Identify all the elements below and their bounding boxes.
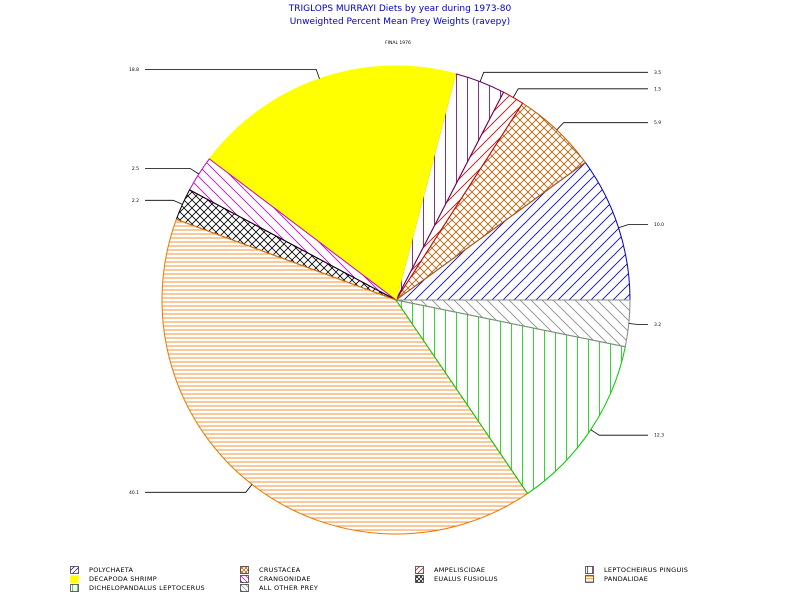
leader-line bbox=[628, 323, 648, 325]
legend-label: DICHELOPANDALUS LEPTOCERUS bbox=[89, 584, 205, 592]
legend-label: EUALUS FUSIOLUS bbox=[434, 575, 498, 583]
leader-line bbox=[556, 122, 648, 131]
legend-swatch bbox=[240, 584, 249, 592]
leader-line bbox=[145, 168, 200, 175]
year-label: FINAL 1976 bbox=[385, 40, 411, 46]
value-label: 10.0 bbox=[654, 222, 664, 228]
leader-line bbox=[590, 429, 648, 436]
legend-swatch bbox=[240, 566, 249, 574]
leader-line bbox=[479, 71, 648, 82]
pie-slice-dichelopandalus-leptocerus bbox=[394, 299, 626, 495]
legend-swatch bbox=[415, 566, 424, 574]
title-block: TRIGLOPS MURRAYI Diets by year during 19… bbox=[0, 3, 800, 29]
value-label: 12.3 bbox=[654, 433, 664, 439]
legend-swatch bbox=[585, 566, 594, 574]
pie-slices bbox=[161, 65, 631, 535]
legend-swatch bbox=[70, 566, 79, 574]
legend-label: POLYCHAETA bbox=[89, 566, 134, 574]
legend-label: AMPELISCIDAE bbox=[434, 566, 486, 574]
value-label: 3.2 bbox=[654, 322, 661, 328]
legend-label: PANDALIDAE bbox=[604, 575, 649, 583]
legend-swatch bbox=[585, 575, 594, 583]
leader-line bbox=[618, 224, 648, 229]
leader-line bbox=[145, 199, 183, 205]
legend-label: CRUSTACEA bbox=[259, 566, 301, 574]
chart-title: TRIGLOPS MURRAYI Diets by year during 19… bbox=[288, 4, 512, 14]
value-labels: 10.0 5.9 1.5 3.5 18.8 2.5 2.2 40.1 12.3 3.2 bbox=[129, 67, 664, 496]
value-label: 2.5 bbox=[132, 166, 139, 172]
legend-label: DECAPODA SHRIMP bbox=[89, 575, 158, 583]
leader-line bbox=[145, 69, 320, 80]
value-label: 1.5 bbox=[654, 86, 661, 92]
value-label: 3.5 bbox=[654, 70, 661, 76]
leader-line bbox=[145, 484, 253, 493]
value-label: 18.8 bbox=[129, 67, 139, 73]
value-label: 2.2 bbox=[132, 198, 139, 204]
pie-chart: FINAL 1976 10.0 5.9 1.5 3.5 18.8 2.5 2.2 40.1 12… bbox=[129, 40, 664, 535]
legend-label: ALL OTHER PREY bbox=[259, 584, 319, 592]
legend-label: LEPTOCHEIRUS PINGUIS bbox=[604, 566, 689, 574]
legend-label: CRANGONIDAE bbox=[259, 575, 311, 583]
value-label: 5.9 bbox=[654, 120, 661, 126]
leader-lines bbox=[145, 69, 648, 493]
value-label: 40.1 bbox=[129, 490, 139, 496]
leader-line bbox=[512, 88, 648, 98]
legend-swatch bbox=[70, 575, 79, 583]
legend-swatch bbox=[240, 575, 249, 583]
legend-swatch bbox=[70, 584, 79, 592]
chart-subtitle: Unweighted Percent Mean Prey Weights (ra… bbox=[289, 17, 511, 27]
legend-swatch bbox=[415, 575, 424, 583]
pie-slice-pandalidae bbox=[161, 218, 529, 535]
